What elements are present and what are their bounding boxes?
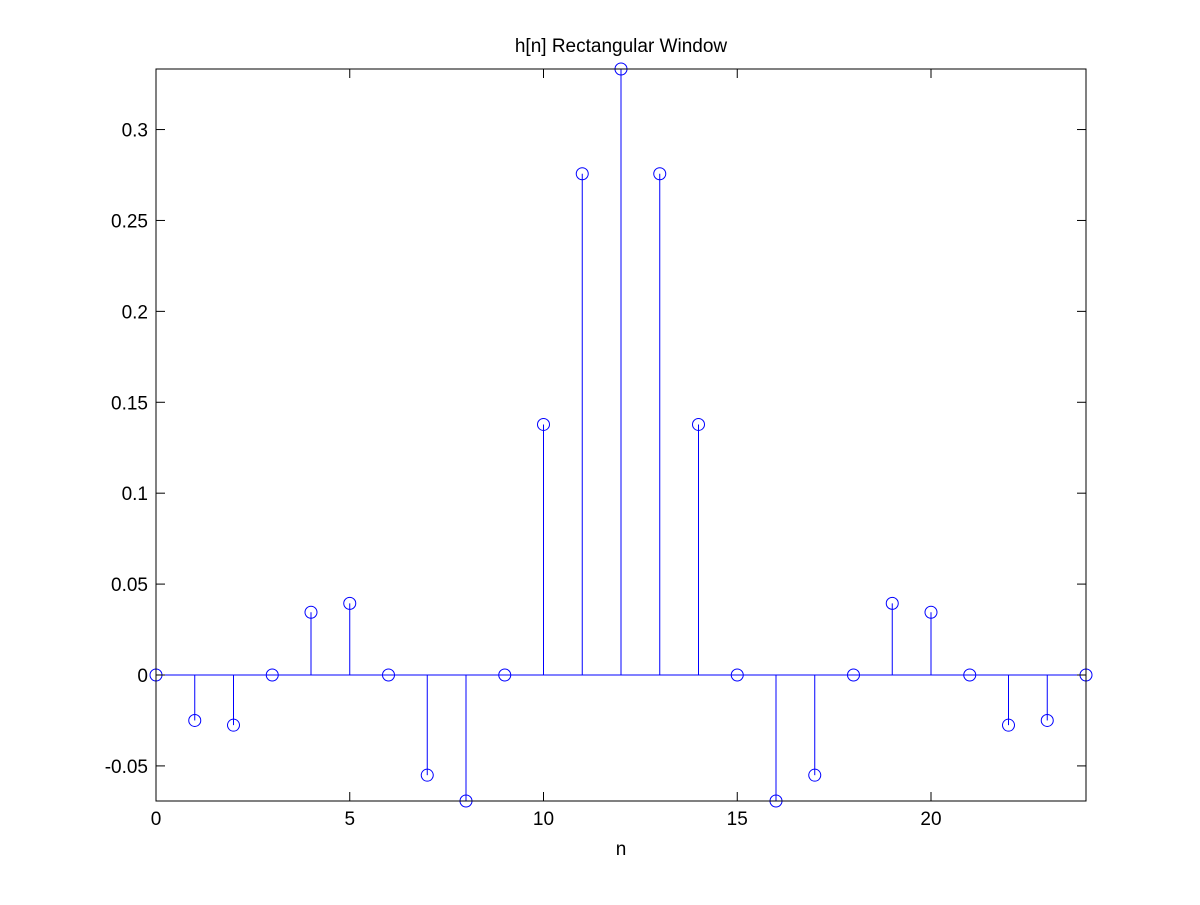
stem-marker bbox=[382, 668, 395, 682]
y-axis-ticks: -0.05 0 0.05 0.1 0.15 0.2 0.25 0.3 bbox=[105, 121, 1086, 778]
y-tick-label: -0.05 bbox=[105, 757, 148, 778]
y-tick-label: 0.15 bbox=[111, 393, 148, 414]
x-tick-label: 10 bbox=[533, 809, 554, 830]
x-tick-label: 20 bbox=[920, 809, 941, 830]
y-tick-label: 0 bbox=[137, 666, 148, 687]
stem-marker bbox=[653, 167, 667, 181]
stem-marker bbox=[808, 768, 822, 782]
stem-marker bbox=[304, 605, 318, 619]
stem-marker bbox=[420, 768, 434, 782]
y-tick-label: 0.05 bbox=[111, 575, 148, 596]
stem-marker bbox=[730, 668, 744, 682]
stem-marker bbox=[227, 718, 240, 732]
stem-marker bbox=[692, 417, 705, 431]
y-tick-label: 0.3 bbox=[122, 121, 148, 142]
x-tick-label: 5 bbox=[344, 809, 355, 830]
stem-marker bbox=[924, 605, 938, 619]
stem-marker bbox=[343, 596, 357, 610]
stem-marker bbox=[575, 167, 589, 181]
chart-title: h[n] Rectangular Window bbox=[515, 36, 728, 57]
x-tick-label: 15 bbox=[727, 809, 748, 830]
stem-lines bbox=[194, 69, 1048, 801]
x-axis-label: n bbox=[616, 839, 627, 860]
stem-marker bbox=[537, 417, 550, 431]
stem-marker bbox=[963, 668, 977, 682]
stem-marker bbox=[265, 668, 279, 682]
stem-marker bbox=[885, 596, 899, 610]
axes-box bbox=[155, 68, 1087, 802]
y-tick-label: 0.1 bbox=[122, 484, 148, 505]
x-tick-label: 0 bbox=[151, 809, 162, 830]
stem-marker bbox=[847, 668, 860, 682]
y-tick-label: 0.25 bbox=[111, 211, 148, 232]
stem-marker bbox=[1002, 718, 1015, 732]
x-axis-ticks: 0 5 10 15 20 bbox=[151, 69, 942, 830]
y-tick-label: 0.2 bbox=[122, 302, 148, 323]
stem-marker bbox=[498, 668, 512, 682]
stem-marker bbox=[1040, 713, 1054, 727]
stem-marker bbox=[188, 713, 202, 727]
